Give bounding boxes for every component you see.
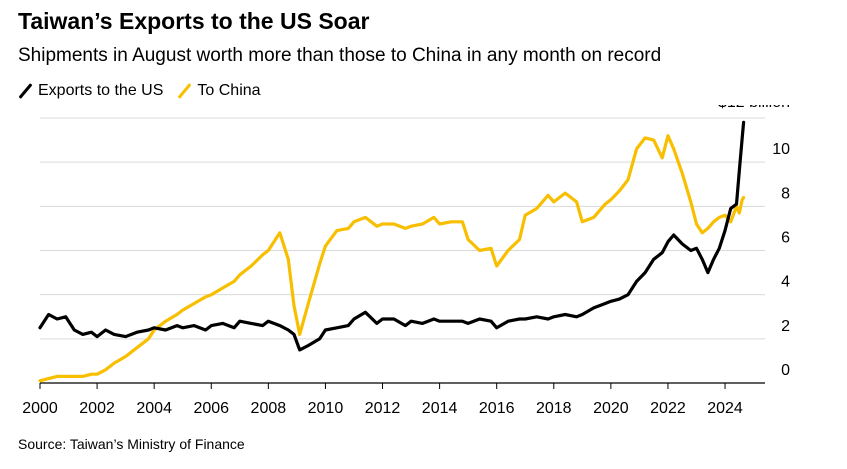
x-tick-label: 2012 [365,400,401,417]
legend: Exports to the US To China [18,82,275,100]
y-tick-label: 10 [772,141,790,158]
x-tick-label: 2004 [136,400,172,417]
x-tick-label: 2024 [707,400,743,417]
x-tick-label: 2018 [536,400,572,417]
legend-item-us: Exports to the US [18,82,163,100]
y-unit-label: $12 billion [718,105,790,111]
x-tick-label: 2010 [308,400,344,417]
chart-subtitle: Shipments in August worth more than thos… [18,45,662,66]
line-chart: 0 2 4 6 8 10 $12 billion 2000 2002 2004 2006 2008 20… [22,105,790,417]
y-tick-label: 4 [781,274,790,291]
x-tick-label: 2008 [251,400,287,417]
x-tick-label: 2014 [422,400,458,417]
series-line-us [38,120,746,352]
x-tick-label: 2002 [79,400,115,417]
x-tick-label: 2022 [650,400,686,417]
slash-line-icon [18,84,32,98]
y-tick-label: 6 [781,230,790,247]
x-tick-label: 2016 [479,400,515,417]
y-tick-label: 2 [781,318,790,335]
legend-item-china: To China [177,82,260,100]
series-line-china [38,134,746,383]
slash-line-icon [177,84,191,98]
chart-title: Taiwan’s Exports to the US Soar [18,8,370,34]
x-tick-label: 2000 [22,400,58,417]
x-tick-label: 2006 [193,400,229,417]
x-tick-label: 2020 [593,400,629,417]
y-tick-label: 0 [781,362,790,379]
y-tick-label: 8 [781,185,790,202]
legend-label-us: Exports to the US [38,82,164,99]
source-note: Source: Taiwan’s Ministry of Finance [18,436,245,452]
legend-label-china: To China [197,82,261,99]
